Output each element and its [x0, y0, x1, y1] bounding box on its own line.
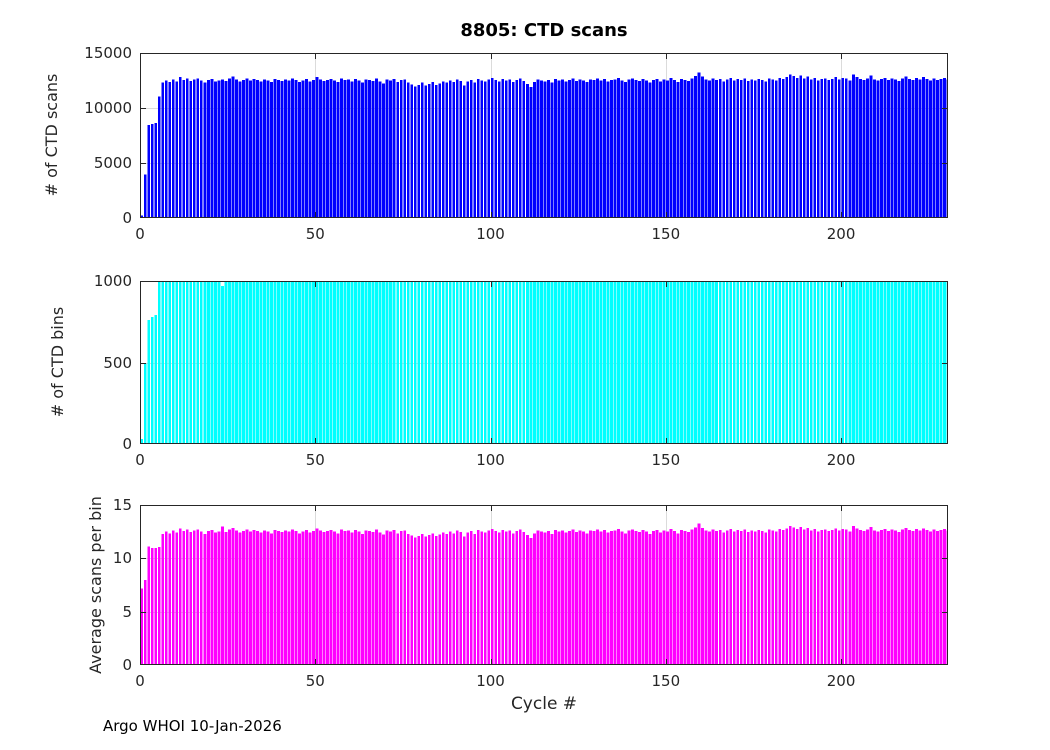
ctd-scans-ytick-0: 0 [122, 209, 132, 227]
ctd-scans-chart [140, 53, 948, 218]
ctd-scans-xtick-100: 100 [476, 225, 505, 243]
average-scans-per-bin-xtick-100: 100 [476, 672, 505, 690]
subplot-ctd-bins [140, 281, 948, 444]
footer-caption: Argo WHOI 10-Jan-2026 [103, 717, 282, 735]
average-scans-per-bin-ytick-10: 10 [112, 549, 132, 568]
ctd-scans-xtick-200: 200 [826, 225, 856, 243]
ctd-bins-chart [140, 281, 948, 444]
subplot-average-scans-per-bin [140, 505, 948, 665]
average-scans-per-bin-ytick-5: 5 [122, 602, 132, 621]
average-scans-per-bin-xtick-150: 150 [651, 672, 681, 690]
average-scans-per-bin-ytick-0: 0 [122, 656, 132, 674]
ctd-bins-ytick-0: 0 [122, 435, 132, 453]
ylabel-average-scans-per-bin: Average scans per bin [86, 496, 105, 674]
ctd-scans-xtick-0: 0 [135, 225, 145, 243]
ctd-bins-ytick-1000: 1000 [93, 272, 132, 290]
ctd-scans-ytick-10000: 10000 [84, 99, 132, 117]
xaxis-label: Cycle # [510, 694, 578, 714]
ctd-scans-xtick-50: 50 [305, 225, 325, 243]
ctd-bins-xtick-0: 0 [135, 451, 145, 469]
figure-title: 8805: CTD scans [460, 20, 628, 41]
ctd-bins-xtick-100: 100 [476, 451, 505, 469]
average-scans-per-bin-chart [140, 505, 948, 665]
subplot-ctd-scans [140, 53, 948, 218]
ctd-bins-ytick-500: 500 [103, 353, 132, 372]
ctd-bins-xtick-150: 150 [651, 451, 681, 469]
average-scans-per-bin-xtick-50: 50 [305, 672, 325, 690]
average-scans-per-bin-ytick-15: 15 [112, 496, 132, 514]
ctd-scans-ytick-15000: 15000 [84, 44, 132, 62]
average-scans-per-bin-xtick-0: 0 [135, 672, 145, 690]
ctd-scans-xtick-150: 150 [651, 225, 681, 243]
average-scans-per-bin-xtick-200: 200 [826, 672, 856, 690]
ctd-bins-xtick-50: 50 [305, 451, 325, 469]
ctd-bins-xtick-200: 200 [826, 451, 856, 469]
ctd-scans-ytick-5000: 5000 [93, 154, 132, 172]
